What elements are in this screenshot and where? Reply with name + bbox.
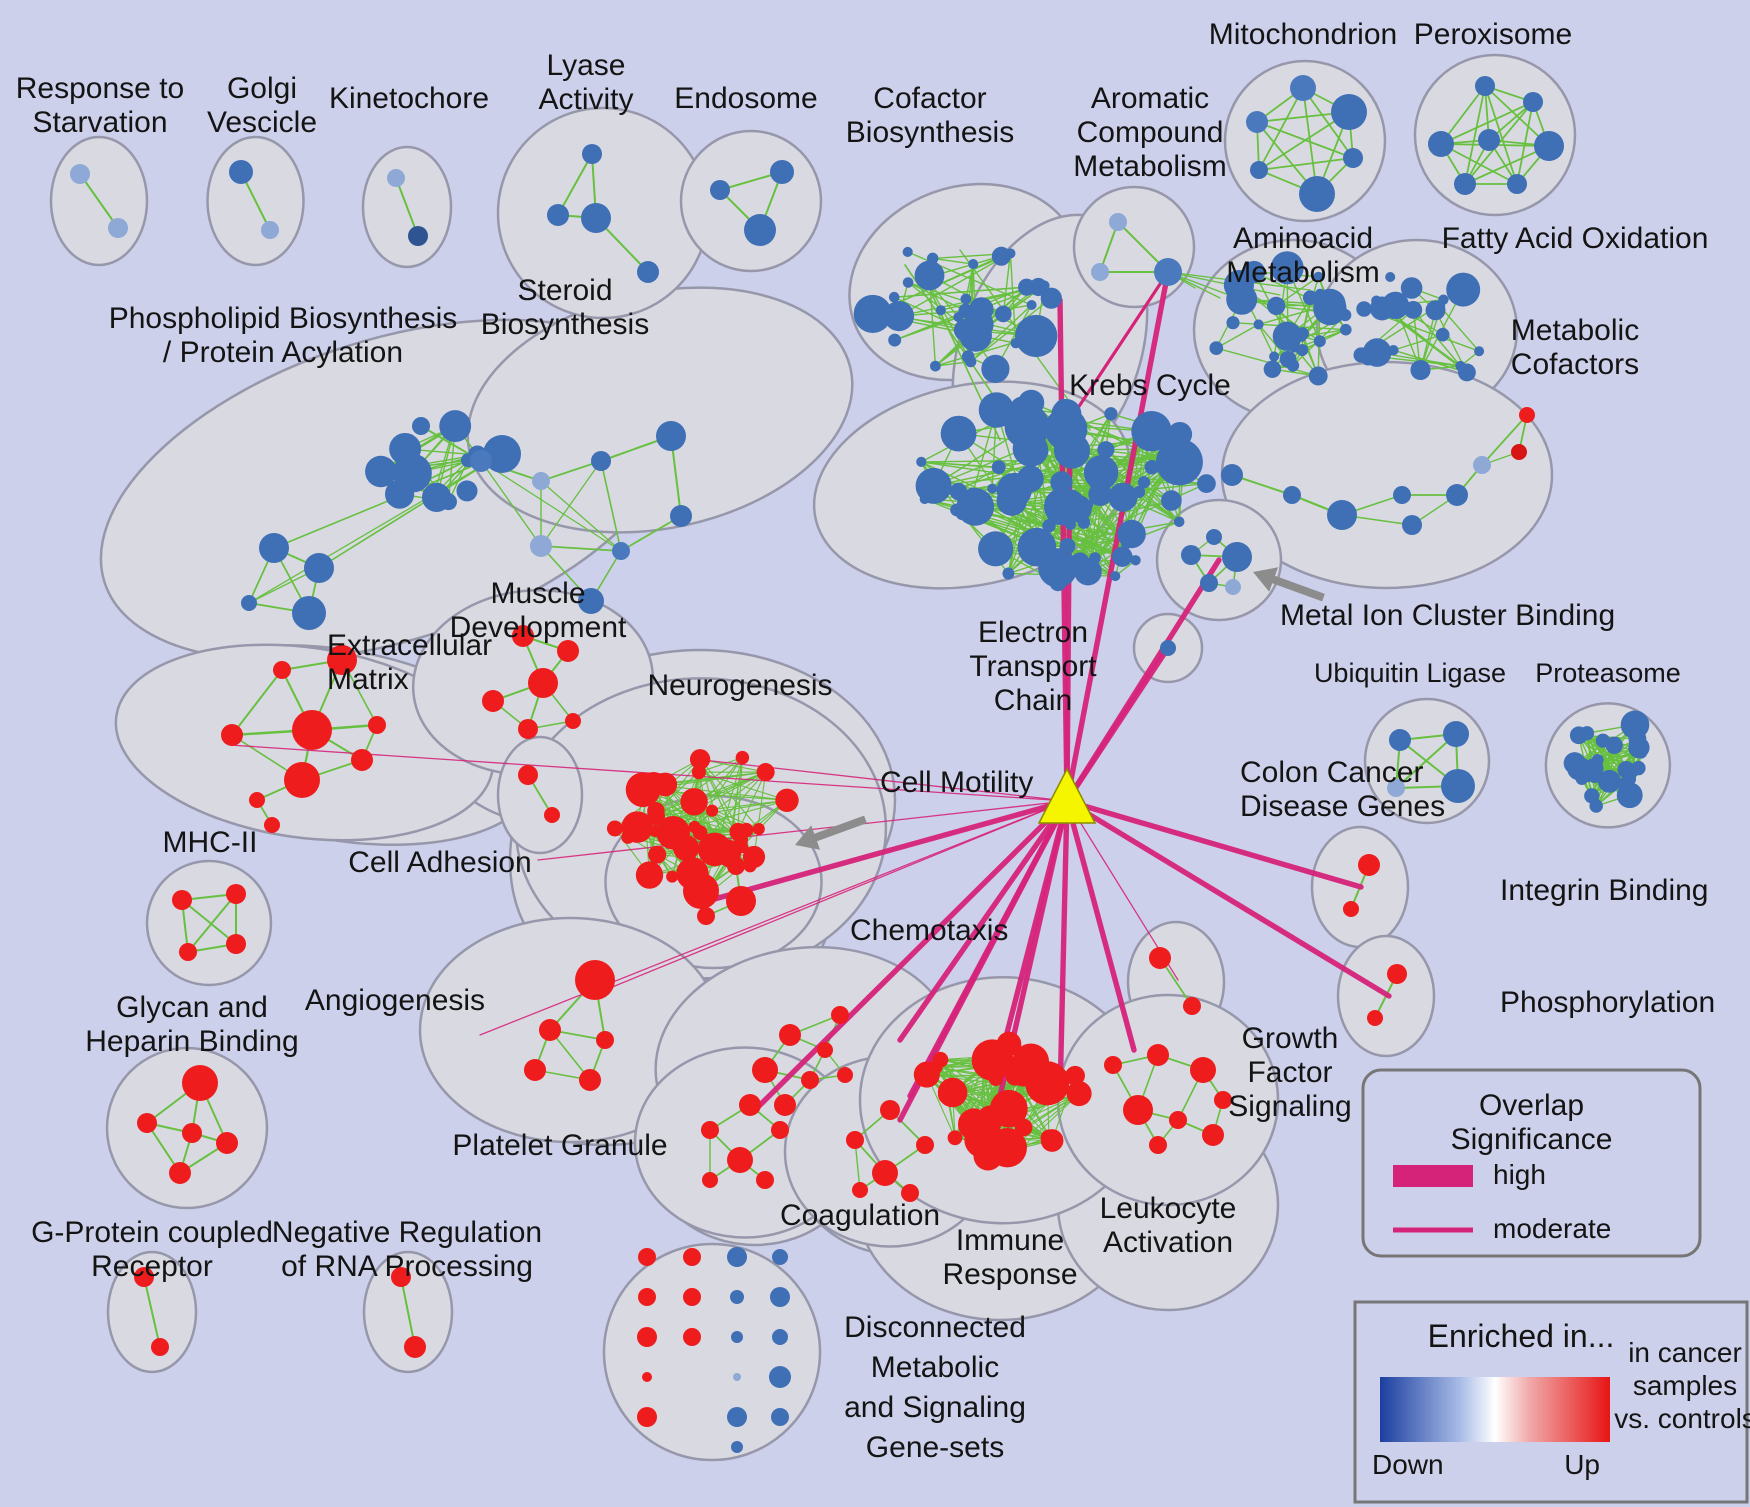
- svg-text:Chemotaxis: Chemotaxis: [850, 914, 1008, 947]
- svg-text:Cell Motility: Cell Motility: [880, 766, 1033, 799]
- svg-text:Enriched in...: Enriched in...: [1428, 1318, 1615, 1354]
- svg-text:Neurogenesis: Neurogenesis: [647, 669, 832, 702]
- svg-text:high: high: [1493, 1159, 1546, 1190]
- svg-text:Fatty Acid Oxidation: Fatty Acid Oxidation: [1442, 222, 1709, 255]
- svg-text:MHC-II: MHC-II: [163, 826, 258, 859]
- svg-text:moderate: moderate: [1493, 1213, 1611, 1244]
- svg-text:Angiogenesis: Angiogenesis: [305, 984, 485, 1017]
- svg-text:Mitochondrion: Mitochondrion: [1209, 18, 1397, 51]
- svg-text:Up: Up: [1564, 1449, 1600, 1480]
- svg-text:Integrin Binding: Integrin Binding: [1500, 874, 1708, 907]
- svg-text:Metal Ion Cluster Binding: Metal Ion Cluster Binding: [1280, 599, 1615, 632]
- svg-text:Cell Adhesion: Cell Adhesion: [348, 846, 531, 879]
- svg-text:Platelet Granule: Platelet Granule: [452, 1129, 667, 1162]
- svg-text:Phosphorylation: Phosphorylation: [1500, 986, 1715, 1019]
- svg-text:Coagulation: Coagulation: [780, 1199, 940, 1232]
- svg-text:Peroxisome: Peroxisome: [1414, 18, 1572, 51]
- svg-text:Down: Down: [1372, 1449, 1444, 1480]
- svg-text:Ubiquitin Ligase: Ubiquitin Ligase: [1314, 658, 1506, 688]
- svg-text:Kinetochore: Kinetochore: [329, 82, 489, 115]
- svg-text:Proteasome: Proteasome: [1535, 658, 1681, 688]
- svg-text:Endosome: Endosome: [674, 82, 817, 115]
- svg-text:Krebs Cycle: Krebs Cycle: [1069, 369, 1231, 402]
